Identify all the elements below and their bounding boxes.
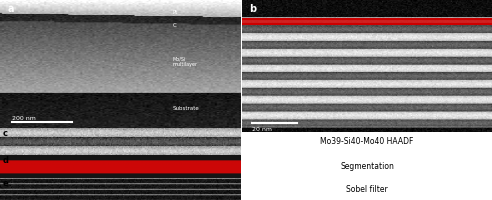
Bar (242, 19, 492, 24)
Text: 200 nm: 200 nm (12, 116, 36, 121)
Text: 20 nm: 20 nm (252, 127, 272, 132)
Text: Mo/Si
multilayer: Mo/Si multilayer (173, 56, 198, 67)
Text: Sobel filter: Sobel filter (346, 184, 388, 194)
Text: a: a (7, 4, 14, 14)
Text: b: b (249, 4, 257, 14)
Text: Mo39-Si40-Mo40 HAADF: Mo39-Si40-Mo40 HAADF (320, 137, 414, 146)
Text: C: C (173, 23, 177, 28)
Text: Segmentation: Segmentation (340, 162, 394, 171)
Text: Pt: Pt (173, 10, 178, 15)
Text: Substrate: Substrate (173, 106, 200, 111)
Text: d: d (2, 156, 8, 165)
Text: e: e (2, 179, 8, 188)
Text: c: c (2, 129, 7, 138)
